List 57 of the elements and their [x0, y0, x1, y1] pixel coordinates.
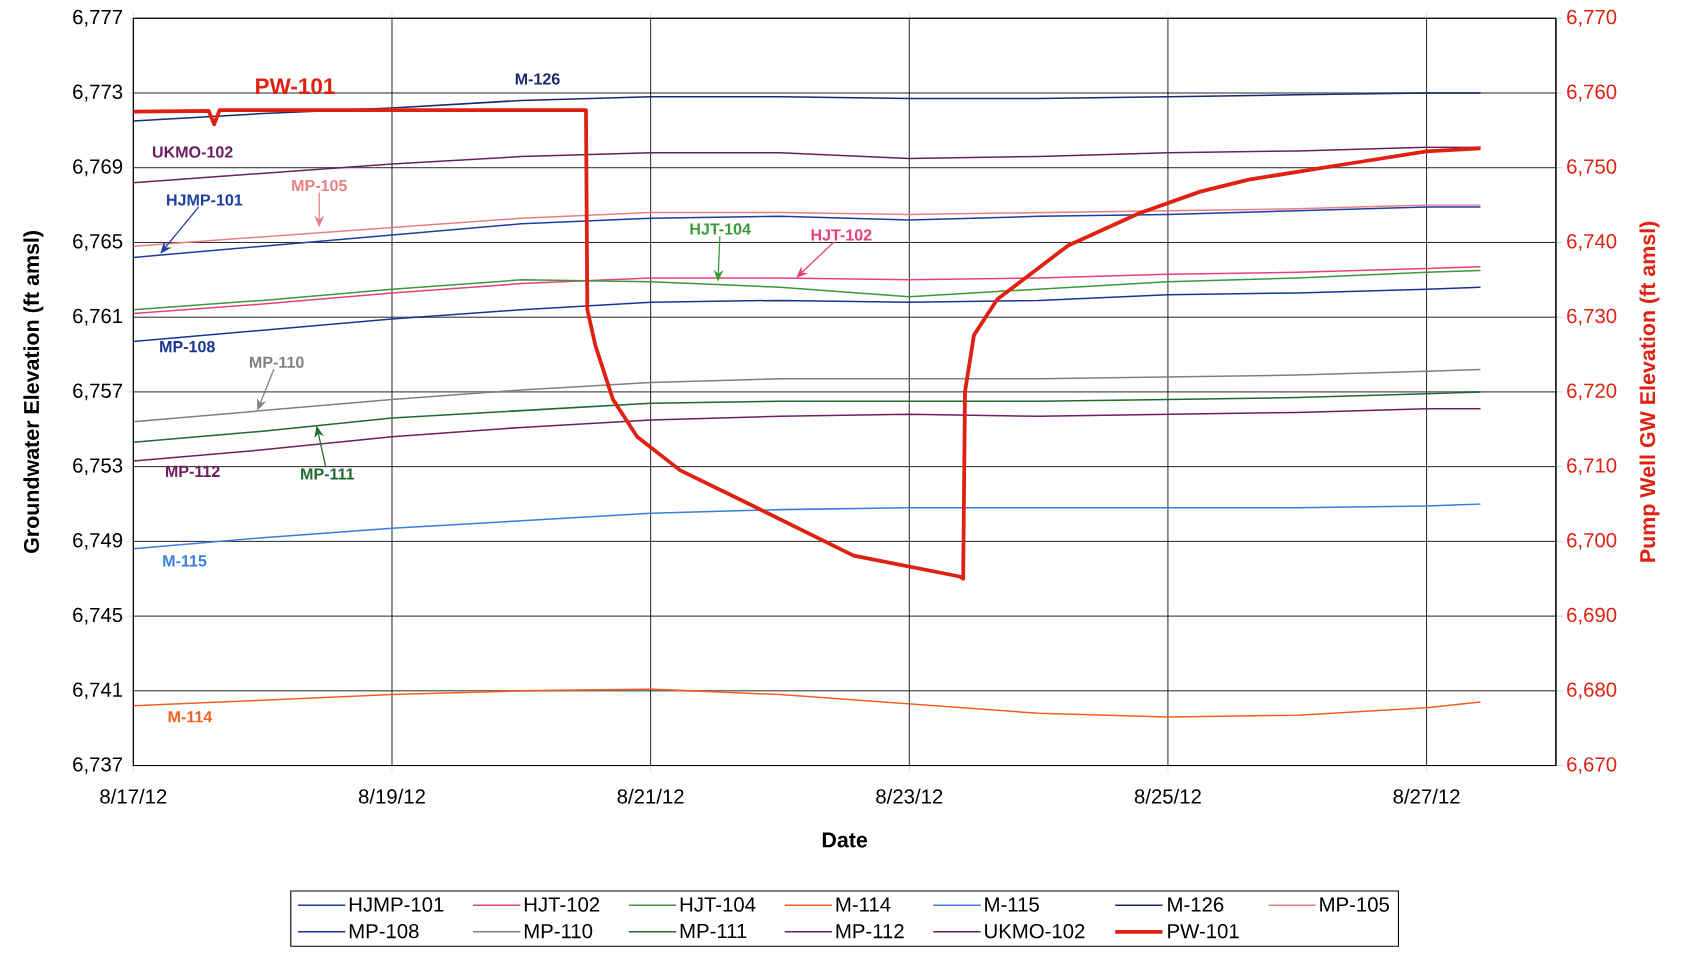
y2-tick-label: 6,720 — [1567, 383, 1617, 401]
legend-label: MP-108 — [349, 923, 419, 939]
annotation: M-126 — [515, 73, 560, 85]
annotation: PW-101 — [256, 78, 335, 95]
y2-tick-label: 6,710 — [1567, 458, 1617, 476]
y-axis-title: Groundwater Elevation (ft amsl) — [23, 231, 44, 553]
annotation: HJT-102 — [811, 229, 872, 241]
y2-tick-label: 6,680 — [1567, 682, 1617, 700]
y2-axis-title: Pump Well GW Elevation (ft amsl) — [1639, 221, 1660, 562]
y-tick-label: 6,753 — [73, 458, 123, 476]
annotation: MP-105 — [292, 179, 347, 192]
y-tick-label: 6,757 — [73, 383, 123, 401]
y-tick-label: 6,773 — [73, 84, 123, 102]
legend-label: MP-112 — [836, 923, 904, 939]
y2-tick-label: 6,670 — [1567, 757, 1617, 774]
legend-label: M-114 — [836, 897, 891, 912]
x-tick-label: 8/25/12 — [1134, 788, 1201, 804]
legend-label: MP-105 — [1320, 897, 1389, 912]
legend-label: HJT-104 — [680, 897, 756, 912]
legend-label: HJT-102 — [524, 897, 600, 912]
y-tick-label: 6,741 — [73, 682, 123, 700]
annotation: HJMP-101 — [167, 194, 243, 206]
legend-label: HJMP-101 — [349, 897, 444, 912]
y-tick-label: 6,749 — [73, 532, 123, 550]
y2-tick-label: 6,740 — [1567, 234, 1617, 251]
x-tick-label: 8/27/12 — [1393, 788, 1460, 804]
x-axis-title: Date — [822, 832, 868, 848]
annotation: M-115 — [163, 555, 207, 567]
legend-label: MP-111 — [680, 923, 747, 938]
y-tick-label: 6,745 — [73, 607, 123, 625]
legend-label: M-126 — [1168, 897, 1224, 912]
x-tick-label: 8/19/12 — [358, 788, 425, 804]
annotation: MP-112 — [166, 465, 220, 477]
legend-label: M-115 — [985, 897, 1039, 912]
y-tick-label: 6,777 — [73, 9, 123, 27]
y-tick-label: 6,765 — [73, 234, 123, 251]
annotation: MP-111 — [301, 468, 355, 480]
x-tick-label: 8/23/12 — [876, 788, 943, 804]
annotation: HJT-104 — [690, 223, 751, 235]
x-tick-label: 8/17/12 — [100, 788, 167, 804]
y2-tick-label: 6,690 — [1567, 607, 1617, 625]
y2-tick-label: 6,700 — [1567, 532, 1617, 550]
annotation: MP-110 — [250, 356, 304, 368]
y-tick-label: 6,761 — [73, 308, 123, 326]
y-tick-label: 6,737 — [73, 757, 123, 774]
legend-label: MP-110 — [524, 923, 593, 939]
y2-tick-label: 6,750 — [1567, 159, 1617, 177]
y2-tick-label: 6,730 — [1567, 308, 1617, 326]
annotation: M-114 — [168, 711, 213, 723]
legend-label: UKMO-102 — [985, 923, 1085, 939]
annotation: MP-108 — [160, 340, 215, 353]
annotation: UKMO-102 — [152, 146, 233, 158]
x-tick-label: 8/21/12 — [617, 788, 684, 804]
legend-label: PW-101 — [1168, 923, 1239, 939]
y-tick-label: 6,769 — [73, 159, 123, 177]
y2-tick-label: 6,770 — [1567, 9, 1617, 27]
y2-tick-label: 6,760 — [1567, 84, 1617, 102]
